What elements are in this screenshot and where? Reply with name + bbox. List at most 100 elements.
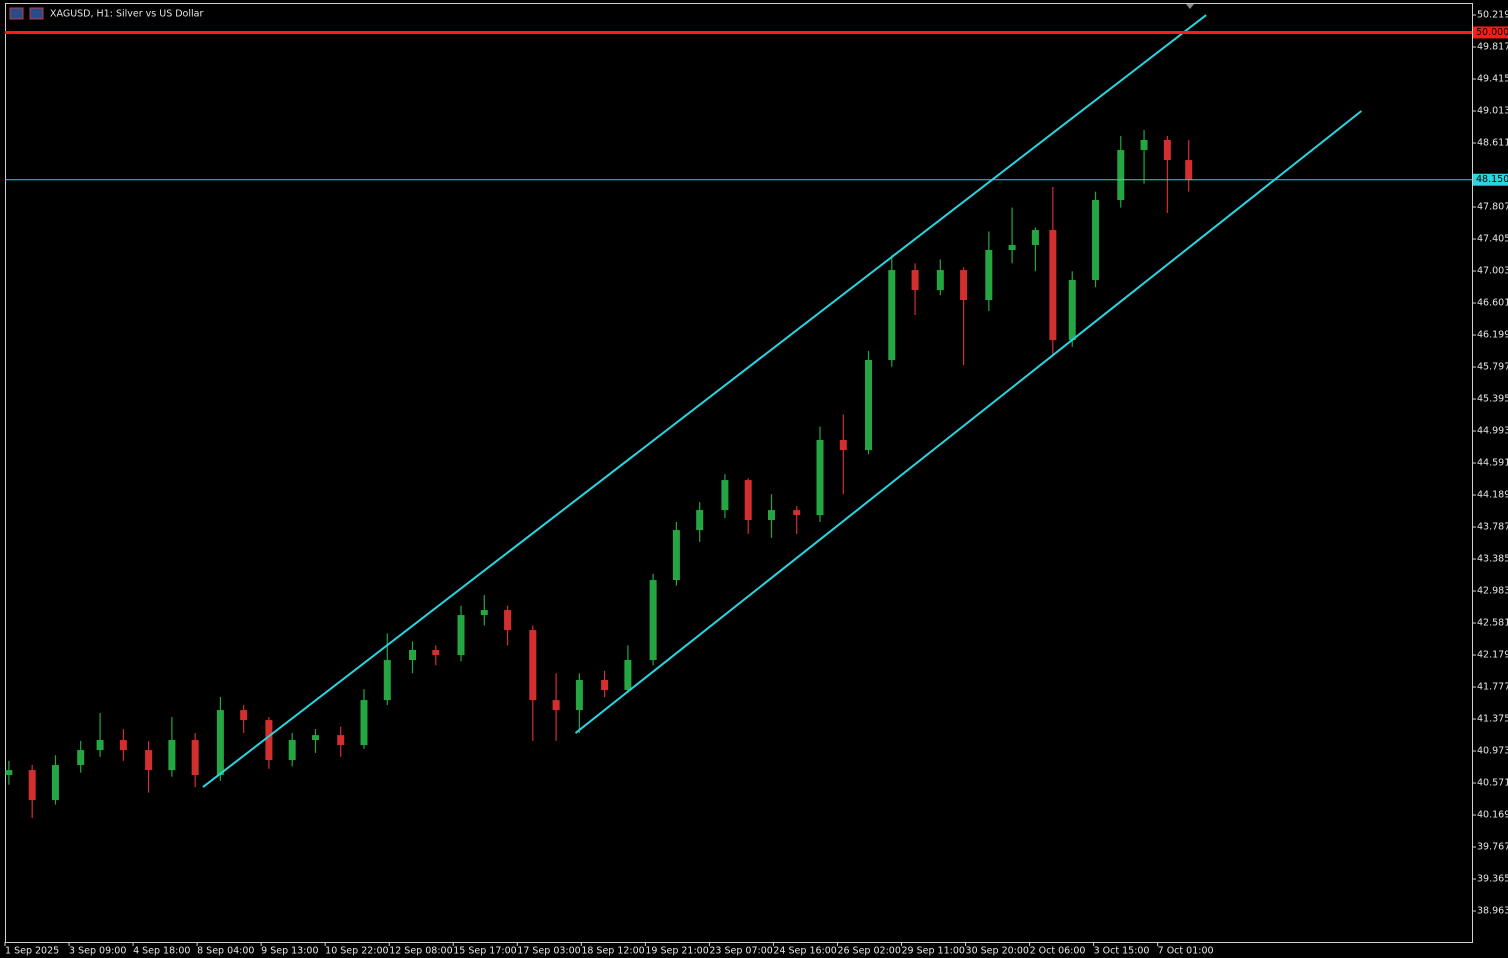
y-tick-label: 41.777 — [1477, 682, 1508, 693]
x-tick-label: 8 Sep 04:00 — [197, 946, 254, 957]
trend-line — [202, 14, 1207, 788]
candle-body — [721, 480, 729, 511]
candle-body — [168, 740, 176, 771]
y-tick-label: 49.013 — [1477, 106, 1508, 117]
y-tick-label: 46.199 — [1477, 330, 1508, 341]
y-tick-label: 40.571 — [1477, 778, 1508, 789]
x-tick-label: 3 Oct 15:00 — [1094, 946, 1150, 957]
candle-body — [383, 660, 391, 701]
candle-body — [504, 610, 512, 631]
shift-marker — [1186, 4, 1194, 9]
candle-body — [265, 720, 273, 761]
candle-body — [288, 740, 296, 761]
candle-body — [1031, 230, 1039, 245]
candle-body — [816, 440, 824, 516]
plot-frame — [5, 3, 1473, 943]
candle-body — [360, 700, 368, 746]
candle-body — [575, 680, 583, 711]
icon — [9, 7, 24, 20]
candle-body — [409, 650, 416, 661]
y-tick-label: 43.787 — [1477, 522, 1508, 533]
x-tick-label: 23 Sep 07:00 — [709, 946, 772, 957]
x-tick-label: 26 Sep 02:00 — [837, 946, 900, 957]
symbol-icons — [9, 7, 44, 20]
x-tick-label: 4 Sep 18:00 — [133, 946, 190, 957]
y-tick-label: 44.591 — [1477, 458, 1508, 469]
candle-body — [191, 740, 199, 776]
trend-line — [574, 110, 1363, 734]
candle-body — [51, 765, 59, 801]
candle-body — [216, 710, 224, 776]
candle-body — [1163, 139, 1171, 161]
candle-body — [888, 270, 896, 361]
y-tick-label: 40.169 — [1477, 810, 1508, 821]
y-tick-label: 38.963 — [1477, 906, 1508, 917]
candle-body — [77, 750, 85, 766]
y-tick-label: 49.415 — [1477, 74, 1508, 85]
candle-body — [96, 740, 104, 751]
y-tick-label: 47.807 — [1477, 202, 1508, 213]
candle-body — [767, 510, 775, 521]
candle-body — [457, 615, 465, 656]
y-tick-label: 42.983 — [1477, 586, 1508, 597]
y-tick-label: 40.973 — [1477, 746, 1508, 757]
candle-body — [744, 480, 752, 521]
x-tick-label: 30 Sep 20:00 — [966, 946, 1029, 957]
y-tick-label: 44.189 — [1477, 490, 1508, 501]
candle-body — [28, 770, 36, 801]
price-label: 48.150 — [1476, 174, 1508, 185]
x-tick-label: 9 Sep 13:00 — [261, 946, 318, 957]
x-tick-label: 7 Oct 01:00 — [1158, 946, 1214, 957]
candle-body — [552, 700, 560, 711]
candle-body — [960, 270, 968, 300]
x-tick-label: 3 Sep 09:00 — [69, 946, 126, 957]
y-tick-label: 42.581 — [1477, 618, 1508, 629]
x-tick-label: 10 Sep 22:00 — [325, 946, 388, 957]
candle-body — [839, 440, 847, 451]
y-tick-label: 46.601 — [1477, 298, 1508, 309]
candle-body — [985, 250, 993, 300]
x-tick-label: 24 Sep 16:00 — [773, 946, 836, 957]
candle-body — [936, 270, 944, 291]
price-label-box — [1473, 26, 1508, 39]
chart-title: XAGUSD, H1: Silver vs US Dollar — [50, 9, 203, 20]
y-tick-label: 45.395 — [1477, 394, 1508, 405]
candle-body — [793, 510, 801, 516]
candle-body — [432, 650, 440, 656]
x-tick-label: 18 Sep 12:00 — [581, 946, 644, 957]
candle-body — [5, 770, 13, 776]
x-tick-label: 19 Sep 21:00 — [645, 946, 708, 957]
icon — [29, 7, 44, 20]
y-tick-label: 48.611 — [1477, 138, 1508, 149]
candle-body — [1008, 244, 1016, 251]
y-tick-label: 41.375 — [1477, 714, 1508, 725]
candle-body — [696, 510, 704, 531]
x-tick-label: 1 Sep 2025 — [5, 946, 59, 957]
candle-body — [529, 630, 537, 701]
candle-body — [672, 530, 680, 581]
y-tick-label: 45.797 — [1477, 362, 1508, 373]
candle-body — [1092, 200, 1100, 281]
y-tick-label: 50.219 — [1477, 10, 1508, 21]
candle-body — [865, 360, 873, 451]
candle-body — [1185, 160, 1193, 181]
candle-body — [337, 735, 345, 746]
y-tick-label: 44.993 — [1477, 426, 1508, 437]
x-tick-label: 12 Sep 08:00 — [389, 946, 452, 957]
y-tick-label: 42.179 — [1477, 650, 1508, 661]
y-tick-label: 39.365 — [1477, 874, 1508, 885]
y-tick-label: 49.817 — [1477, 42, 1508, 53]
candle-body — [1068, 280, 1076, 341]
candle-body — [119, 740, 127, 751]
price-label: 50.000 — [1476, 27, 1508, 38]
candle-body — [145, 750, 153, 771]
candle-body — [1140, 139, 1148, 151]
price-label-box — [1473, 173, 1508, 186]
x-tick-label: 2 Oct 06:00 — [1030, 946, 1086, 957]
candle-body — [240, 710, 248, 721]
x-tick-label: 17 Sep 03:00 — [517, 946, 580, 957]
y-tick-label: 47.405 — [1477, 234, 1508, 245]
